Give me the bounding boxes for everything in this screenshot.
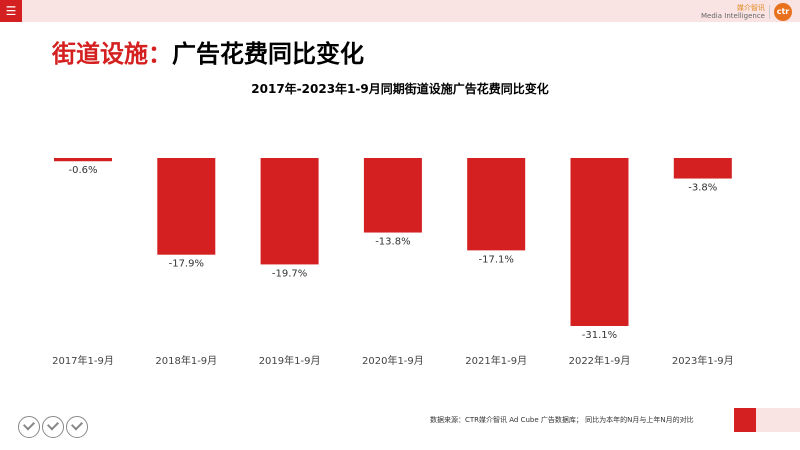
bar-3 [363,158,422,233]
data-source-note: 数据来源：CTR媒介智讯 Ad Cube 广告数据库； 同比为本年的N月与上年N… [430,416,694,424]
bar-1 [157,158,216,255]
badge-icon [18,416,40,438]
page-title-part1: 街道设施： [52,40,172,68]
data-label-0: -0.6% [68,165,97,176]
x-tick-label-1: 2018年1-9月 [155,354,217,367]
ctr-logo: 媒介智讯 Media Intelligence ctr [701,3,792,21]
bar-4 [467,158,526,251]
logo-en-text: Media Intelligence [701,12,765,20]
chart-title: 2017年-2023年1-9月同期街道设施广告花费同比变化 [251,82,549,96]
top-bar: ☰ 媒介智讯 Media Intelligence ctr [0,0,800,22]
page-title-part2: 广告花费同比变化 [172,40,364,68]
logo-divider [769,5,770,19]
hamburger-icon[interactable]: ☰ [0,0,22,22]
data-label-6: -3.8% [688,183,717,194]
x-tick-label-3: 2020年1-9月 [362,354,424,367]
x-tick-label-5: 2022年1-9月 [569,354,631,367]
x-tick-label-0: 2017年1-9月 [52,354,114,367]
ctr-logo-icon: ctr [774,3,792,21]
x-tick-label-4: 2021年1-9月 [465,354,527,367]
x-tick-label-6: 2023年1-9月 [672,354,734,367]
logo-cn-text: 媒介智讯 [737,4,765,12]
bar-6 [673,158,732,179]
page-title: 街道设施：广告花费同比变化 [52,34,364,69]
bar-2 [260,158,319,265]
bar-5 [570,158,629,326]
data-label-4: -17.1% [479,254,514,265]
footer-accent-strip [756,408,800,432]
badge-icon [66,416,88,438]
bar-0 [54,158,112,162]
data-label-2: -19.7% [272,268,307,279]
data-label-5: -31.1% [582,330,617,341]
data-label-1: -17.9% [169,259,204,270]
data-label-3: -13.8% [375,237,410,248]
certification-badges [18,416,90,438]
x-tick-label-2: 2019年1-9月 [259,354,321,367]
footer-accent-block [734,408,756,432]
badge-icon [42,416,64,438]
